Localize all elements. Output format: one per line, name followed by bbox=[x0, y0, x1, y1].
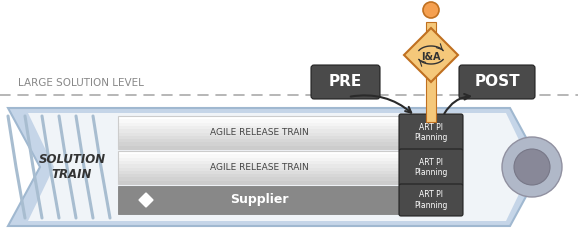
Polygon shape bbox=[8, 108, 542, 226]
Text: ART PI
Planning: ART PI Planning bbox=[414, 190, 448, 210]
Bar bbox=[118, 171, 401, 174]
Text: POST: POST bbox=[474, 75, 520, 89]
Bar bbox=[118, 139, 401, 142]
Text: AGILE RELEASE TRAIN: AGILE RELEASE TRAIN bbox=[210, 163, 309, 172]
Text: ART PI
Planning: ART PI Planning bbox=[414, 123, 448, 142]
Bar bbox=[118, 154, 401, 158]
Bar bbox=[118, 116, 401, 149]
Polygon shape bbox=[139, 193, 153, 207]
FancyBboxPatch shape bbox=[459, 65, 535, 99]
Bar bbox=[118, 132, 401, 136]
Bar bbox=[118, 174, 401, 177]
Bar bbox=[118, 122, 401, 126]
Circle shape bbox=[514, 149, 550, 185]
Circle shape bbox=[423, 2, 439, 18]
Text: ART PI
Planning: ART PI Planning bbox=[414, 158, 448, 177]
Polygon shape bbox=[404, 28, 458, 82]
Text: SOLUTION
TRAIN: SOLUTION TRAIN bbox=[39, 153, 106, 181]
Text: AGILE RELEASE TRAIN: AGILE RELEASE TRAIN bbox=[210, 128, 309, 137]
Bar bbox=[118, 164, 401, 168]
Bar bbox=[118, 177, 401, 181]
FancyBboxPatch shape bbox=[311, 65, 380, 99]
Text: Supplier: Supplier bbox=[230, 194, 289, 206]
Bar bbox=[118, 146, 401, 149]
Text: LARGE SOLUTION LEVEL: LARGE SOLUTION LEVEL bbox=[18, 78, 144, 88]
Bar bbox=[118, 126, 401, 129]
Bar bbox=[118, 136, 401, 139]
Bar bbox=[118, 129, 401, 132]
Bar bbox=[118, 116, 401, 119]
FancyBboxPatch shape bbox=[399, 149, 463, 186]
Bar bbox=[118, 181, 401, 184]
Bar bbox=[118, 142, 401, 146]
Bar bbox=[118, 186, 401, 214]
FancyBboxPatch shape bbox=[399, 184, 463, 216]
Bar bbox=[118, 158, 401, 161]
Circle shape bbox=[502, 137, 562, 197]
Text: PRE: PRE bbox=[329, 75, 362, 89]
Bar bbox=[426, 22, 436, 122]
Text: I&A: I&A bbox=[421, 52, 441, 62]
Polygon shape bbox=[28, 113, 532, 221]
Bar bbox=[118, 161, 401, 164]
FancyBboxPatch shape bbox=[399, 114, 463, 151]
Bar bbox=[118, 168, 401, 171]
Bar bbox=[118, 151, 401, 184]
Bar bbox=[118, 151, 401, 154]
Bar bbox=[118, 119, 401, 122]
